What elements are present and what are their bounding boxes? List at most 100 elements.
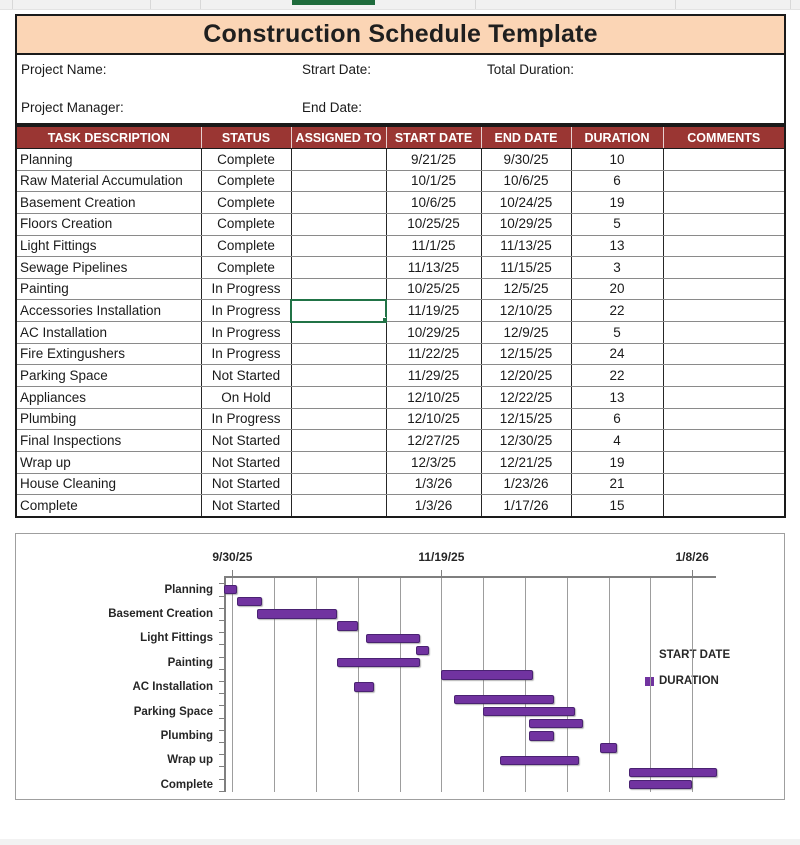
cell-assigned_to[interactable] [291, 473, 387, 496]
cell-start[interactable]: 10/6/25 [386, 191, 482, 214]
cell-start[interactable]: 12/10/25 [386, 386, 482, 409]
gantt-bar[interactable] [416, 645, 429, 656]
column-header-status[interactable]: STATUS [201, 126, 292, 149]
cell-duration[interactable]: 5 [571, 321, 664, 344]
cell-comments[interactable] [663, 343, 785, 366]
cell-task[interactable]: House Cleaning [16, 473, 202, 496]
cell-start[interactable]: 11/1/25 [386, 235, 482, 258]
cell-task[interactable]: Appliances [16, 386, 202, 409]
cell-duration[interactable]: 15 [571, 494, 664, 518]
gantt-bar[interactable] [336, 657, 421, 668]
cell-comments[interactable] [663, 278, 785, 301]
cell-end[interactable]: 9/30/25 [481, 148, 572, 171]
cell-task[interactable]: Painting [16, 278, 202, 301]
cell-status[interactable]: On Hold [201, 386, 292, 409]
cell-assigned_to[interactable] [291, 386, 387, 409]
cell-task[interactable]: Wrap up [16, 451, 202, 474]
cell-duration[interactable]: 24 [571, 343, 664, 366]
cell-status[interactable]: Complete [201, 191, 292, 214]
cell-assigned_to[interactable] [291, 451, 387, 474]
gantt-bar[interactable] [529, 718, 584, 729]
cell-assigned_to[interactable] [291, 494, 387, 518]
project-manager-label[interactable]: Project Manager: [21, 100, 124, 115]
column-header-end-date[interactable]: END DATE [481, 126, 572, 149]
cell-comments[interactable] [663, 170, 785, 193]
cell-start[interactable]: 10/29/25 [386, 321, 482, 344]
cell-duration[interactable]: 6 [571, 170, 664, 193]
cell-status[interactable]: In Progress [201, 321, 292, 344]
cell-status[interactable]: Not Started [201, 451, 292, 474]
cell-task[interactable]: AC Installation [16, 321, 202, 344]
cell-comments[interactable] [663, 299, 785, 323]
cell-assigned_to[interactable] [291, 256, 387, 279]
cell-comments[interactable] [663, 191, 785, 214]
cell-start[interactable]: 10/1/25 [386, 170, 482, 193]
project-name-label[interactable]: Project Name: [21, 62, 107, 77]
cell-task[interactable]: Complete [16, 494, 202, 518]
end-date-label[interactable]: End Date: [302, 100, 363, 115]
cell-assigned_to[interactable] [291, 364, 387, 388]
cell-status[interactable]: In Progress [201, 408, 292, 431]
cell-assigned_to[interactable] [291, 191, 387, 214]
cell-status[interactable]: Complete [201, 213, 292, 236]
cell-task[interactable]: Fire Extingushers [16, 343, 202, 366]
gantt-bar[interactable] [529, 731, 555, 741]
cell-comments[interactable] [663, 451, 785, 474]
column-header-start-date[interactable]: START DATE [386, 126, 482, 149]
cell-assigned_to[interactable] [291, 429, 387, 452]
total-duration-label[interactable]: Total Duration: [487, 62, 575, 77]
cell-status[interactable]: Not Started [201, 473, 292, 496]
cell-task[interactable]: Accessories Installation [16, 299, 202, 323]
cell-comments[interactable] [663, 213, 785, 236]
cell-duration[interactable]: 5 [571, 213, 664, 236]
cell-start[interactable]: 11/19/25 [386, 299, 482, 323]
cell-duration[interactable]: 6 [571, 408, 664, 431]
column-header-assigned-to[interactable]: ASSIGNED TO [291, 126, 387, 149]
cell-start[interactable]: 1/3/26 [386, 494, 482, 518]
cell-task[interactable]: Parking Space [16, 364, 202, 388]
cell-status[interactable]: Complete [201, 170, 292, 193]
cell-end[interactable]: 12/21/25 [481, 451, 572, 474]
cell-end[interactable]: 11/13/25 [481, 235, 572, 258]
cell-status[interactable]: Complete [201, 235, 292, 258]
cell-end[interactable]: 1/23/26 [481, 473, 572, 496]
cell-status[interactable]: Not Started [201, 429, 292, 452]
gantt-bar[interactable] [600, 743, 617, 753]
cell-start[interactable]: 12/3/25 [386, 451, 482, 474]
cell-end[interactable]: 12/20/25 [481, 364, 572, 388]
cell-task[interactable]: Floors Creation [16, 213, 202, 236]
cell-assigned_to[interactable] [291, 343, 387, 366]
cell-start[interactable]: 12/27/25 [386, 429, 482, 452]
cell-task[interactable]: Raw Material Accumulation [16, 170, 202, 193]
cell-assigned_to[interactable] [291, 408, 387, 431]
gantt-bar[interactable] [441, 670, 534, 680]
cell-duration[interactable]: 13 [571, 235, 664, 258]
cell-status[interactable]: In Progress [201, 343, 292, 366]
cell-status[interactable]: Not Started [201, 364, 292, 388]
cell-assigned_to[interactable] [291, 213, 387, 236]
cell-duration[interactable]: 19 [571, 191, 664, 214]
cell-assigned_to[interactable] [291, 235, 387, 258]
cell-duration[interactable]: 19 [571, 451, 664, 474]
gantt-bar[interactable] [236, 596, 262, 607]
cell-status[interactable]: Complete [201, 148, 292, 171]
cell-comments[interactable] [663, 473, 785, 496]
cell-start[interactable]: 10/25/25 [386, 278, 482, 301]
cell-duration[interactable]: 13 [571, 386, 664, 409]
column-header-comments[interactable]: COMMENTS [663, 126, 785, 149]
gantt-bar[interactable] [257, 609, 337, 619]
cell-duration[interactable]: 22 [571, 299, 664, 323]
gantt-bar[interactable] [629, 779, 693, 790]
start-date-label[interactable]: Strart Date: [302, 62, 372, 77]
gantt-chart[interactable]: START DATE DURATION 9/30/25 11/19/25 1/8/26… [15, 533, 785, 800]
cell-comments[interactable] [663, 256, 785, 279]
gantt-bar[interactable] [366, 633, 421, 644]
cell-duration[interactable]: 10 [571, 148, 664, 171]
cell-task[interactable]: Sewage Pipelines [16, 256, 202, 279]
cell-end[interactable]: 12/30/25 [481, 429, 572, 452]
cell-task[interactable]: Basement Creation [16, 191, 202, 214]
cell-status[interactable]: Complete [201, 256, 292, 279]
cell-assigned_to[interactable] [291, 278, 387, 301]
cell-start[interactable]: 11/29/25 [386, 364, 482, 388]
cell-task[interactable]: Final Inspections [16, 429, 202, 452]
